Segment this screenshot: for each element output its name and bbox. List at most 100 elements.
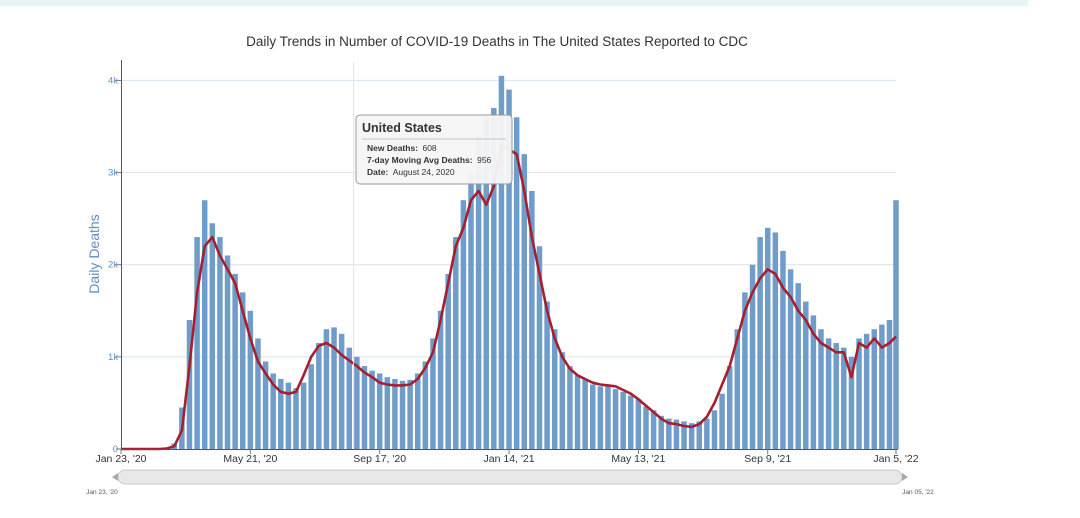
new-deaths-bar[interactable] <box>612 389 619 449</box>
new-deaths-bar[interactable] <box>650 410 657 449</box>
new-deaths-bar[interactable] <box>833 343 839 449</box>
new-deaths-bar[interactable] <box>232 273 238 449</box>
new-deaths-bar[interactable] <box>734 329 741 449</box>
new-deaths-bar[interactable] <box>262 361 269 449</box>
new-deaths-bar[interactable] <box>483 117 489 450</box>
new-deaths-bar[interactable] <box>460 200 467 449</box>
new-deaths-bar[interactable] <box>361 366 368 449</box>
new-deaths-bar[interactable] <box>529 191 535 449</box>
new-deaths-bar[interactable] <box>582 378 588 449</box>
new-deaths-bar[interactable] <box>506 89 512 450</box>
new-deaths-bar[interactable] <box>688 423 695 449</box>
new-deaths-bar[interactable] <box>856 338 862 449</box>
new-deaths-bar[interactable] <box>772 232 779 449</box>
new-deaths-bar[interactable] <box>498 75 505 450</box>
moving-average-line[interactable] <box>121 143 897 451</box>
new-deaths-bar[interactable] <box>430 338 436 449</box>
new-deaths-bars[interactable] <box>163 75 899 450</box>
new-deaths-bar[interactable] <box>643 406 649 449</box>
new-deaths-bar[interactable] <box>597 386 604 449</box>
new-deaths-bar[interactable] <box>818 329 824 449</box>
new-deaths-bar[interactable] <box>354 356 360 449</box>
new-deaths-bar[interactable] <box>513 117 520 450</box>
new-deaths-bar[interactable] <box>536 246 543 449</box>
new-deaths-bar[interactable] <box>521 154 527 449</box>
new-deaths-bar[interactable] <box>886 320 893 449</box>
new-deaths-bar[interactable] <box>620 391 626 449</box>
new-deaths-bar[interactable] <box>544 301 550 449</box>
new-deaths-bar[interactable] <box>270 373 276 449</box>
new-deaths-bar[interactable] <box>726 366 733 449</box>
new-deaths-bar[interactable] <box>742 292 748 449</box>
new-deaths-bar[interactable] <box>893 200 899 449</box>
new-deaths-bar[interactable] <box>574 375 581 449</box>
new-deaths-bar[interactable] <box>711 410 718 449</box>
new-deaths-bar[interactable] <box>879 324 885 449</box>
new-deaths-bar[interactable] <box>293 388 299 449</box>
new-deaths-bar[interactable] <box>331 327 337 449</box>
new-deaths-bar[interactable] <box>628 395 634 449</box>
new-deaths-bar[interactable] <box>437 310 444 449</box>
new-deaths-bar[interactable] <box>475 135 482 449</box>
new-deaths-bar[interactable] <box>780 250 786 449</box>
new-deaths-bar[interactable] <box>392 378 398 449</box>
new-deaths-bar[interactable] <box>673 419 680 449</box>
new-deaths-bar[interactable] <box>765 227 771 449</box>
new-deaths-bar[interactable] <box>422 361 429 449</box>
new-deaths-bar[interactable] <box>285 382 292 449</box>
new-deaths-bar[interactable] <box>848 356 855 449</box>
new-deaths-bar[interactable] <box>194 237 200 449</box>
new-deaths-bar[interactable] <box>863 333 870 449</box>
new-deaths-bar[interactable] <box>323 329 330 449</box>
new-deaths-bar[interactable] <box>338 333 345 449</box>
new-deaths-bar[interactable] <box>255 338 261 449</box>
new-deaths-bar[interactable] <box>308 364 314 449</box>
range-navigator[interactable]: Jan 23, '20 Jan 05, '22 <box>86 469 934 496</box>
new-deaths-bar[interactable] <box>278 378 284 449</box>
new-deaths-bar[interactable] <box>803 301 809 449</box>
new-deaths-bar[interactable] <box>217 237 223 449</box>
new-deaths-bar[interactable] <box>186 320 193 449</box>
new-deaths-bar[interactable] <box>346 347 352 449</box>
new-deaths-bar[interactable] <box>316 343 322 449</box>
new-deaths-bar[interactable] <box>209 223 216 449</box>
new-deaths-bar[interactable] <box>658 415 664 449</box>
new-deaths-bar[interactable] <box>300 382 307 449</box>
new-deaths-bar[interactable] <box>201 200 208 449</box>
new-deaths-bar[interactable] <box>240 292 246 449</box>
new-deaths-bar[interactable] <box>491 108 497 450</box>
new-deaths-bar[interactable] <box>635 399 642 449</box>
new-deaths-bar[interactable] <box>376 373 383 449</box>
new-deaths-bar[interactable] <box>247 310 254 449</box>
new-deaths-bar[interactable] <box>369 370 375 449</box>
new-deaths-bar[interactable] <box>605 384 611 450</box>
new-deaths-bar[interactable] <box>559 352 566 449</box>
navigator-left-handle-icon[interactable] <box>112 473 118 481</box>
new-deaths-bar[interactable] <box>384 377 391 449</box>
new-deaths-bar[interactable] <box>757 237 763 449</box>
new-deaths-bar[interactable] <box>399 380 406 449</box>
new-deaths-bar[interactable] <box>810 315 817 449</box>
new-deaths-bar[interactable] <box>445 273 451 449</box>
new-deaths-bar[interactable] <box>468 172 474 450</box>
new-deaths-bar[interactable] <box>224 255 231 450</box>
new-deaths-bar[interactable] <box>795 283 801 449</box>
new-deaths-bar[interactable] <box>787 269 794 449</box>
navigator-scrollbar[interactable] <box>117 469 903 485</box>
new-deaths-bar[interactable] <box>825 338 832 449</box>
new-deaths-bar[interactable] <box>666 418 672 449</box>
new-deaths-bar[interactable] <box>719 393 725 449</box>
new-deaths-bar[interactable] <box>696 421 702 449</box>
new-deaths-bar[interactable] <box>551 329 558 449</box>
new-deaths-bar[interactable] <box>407 379 413 449</box>
new-deaths-bar[interactable] <box>704 418 710 449</box>
new-deaths-bar[interactable] <box>415 373 421 449</box>
new-deaths-bar[interactable] <box>590 384 596 450</box>
new-deaths-bar[interactable] <box>453 237 459 449</box>
navigator-right-handle-icon[interactable] <box>902 473 908 481</box>
new-deaths-bar[interactable] <box>681 421 687 449</box>
new-deaths-bar[interactable] <box>749 264 756 449</box>
new-deaths-bar[interactable] <box>871 329 877 449</box>
new-deaths-bar[interactable] <box>841 347 847 449</box>
new-deaths-bar[interactable] <box>567 366 573 449</box>
